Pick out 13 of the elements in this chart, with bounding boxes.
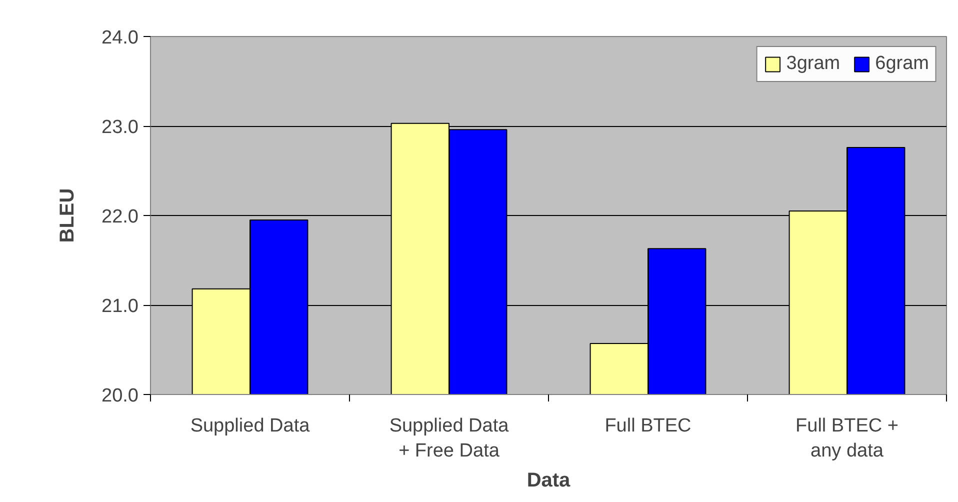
y-tick-label: 24.0 [102, 28, 139, 48]
legend-label: 3gram [786, 53, 840, 75]
x-tick-label: Supplied Data [190, 416, 310, 436]
x-axis-title: Data [526, 470, 572, 492]
y-tick-label: 21.0 [102, 296, 139, 317]
x-tick-label: Supplied Data + Free Data [389, 416, 510, 462]
legend-label: 6gram [875, 53, 929, 75]
y-tick-label: 20.0 [102, 386, 139, 406]
y-axis-title: BLEU [56, 188, 79, 243]
y-tick-label: 22.0 [102, 206, 139, 228]
x-tick-label: Full BTEC [604, 416, 692, 436]
x-tick-label: Full BTEC + any data [796, 416, 898, 462]
y-tick-label: 23.0 [102, 117, 139, 138]
